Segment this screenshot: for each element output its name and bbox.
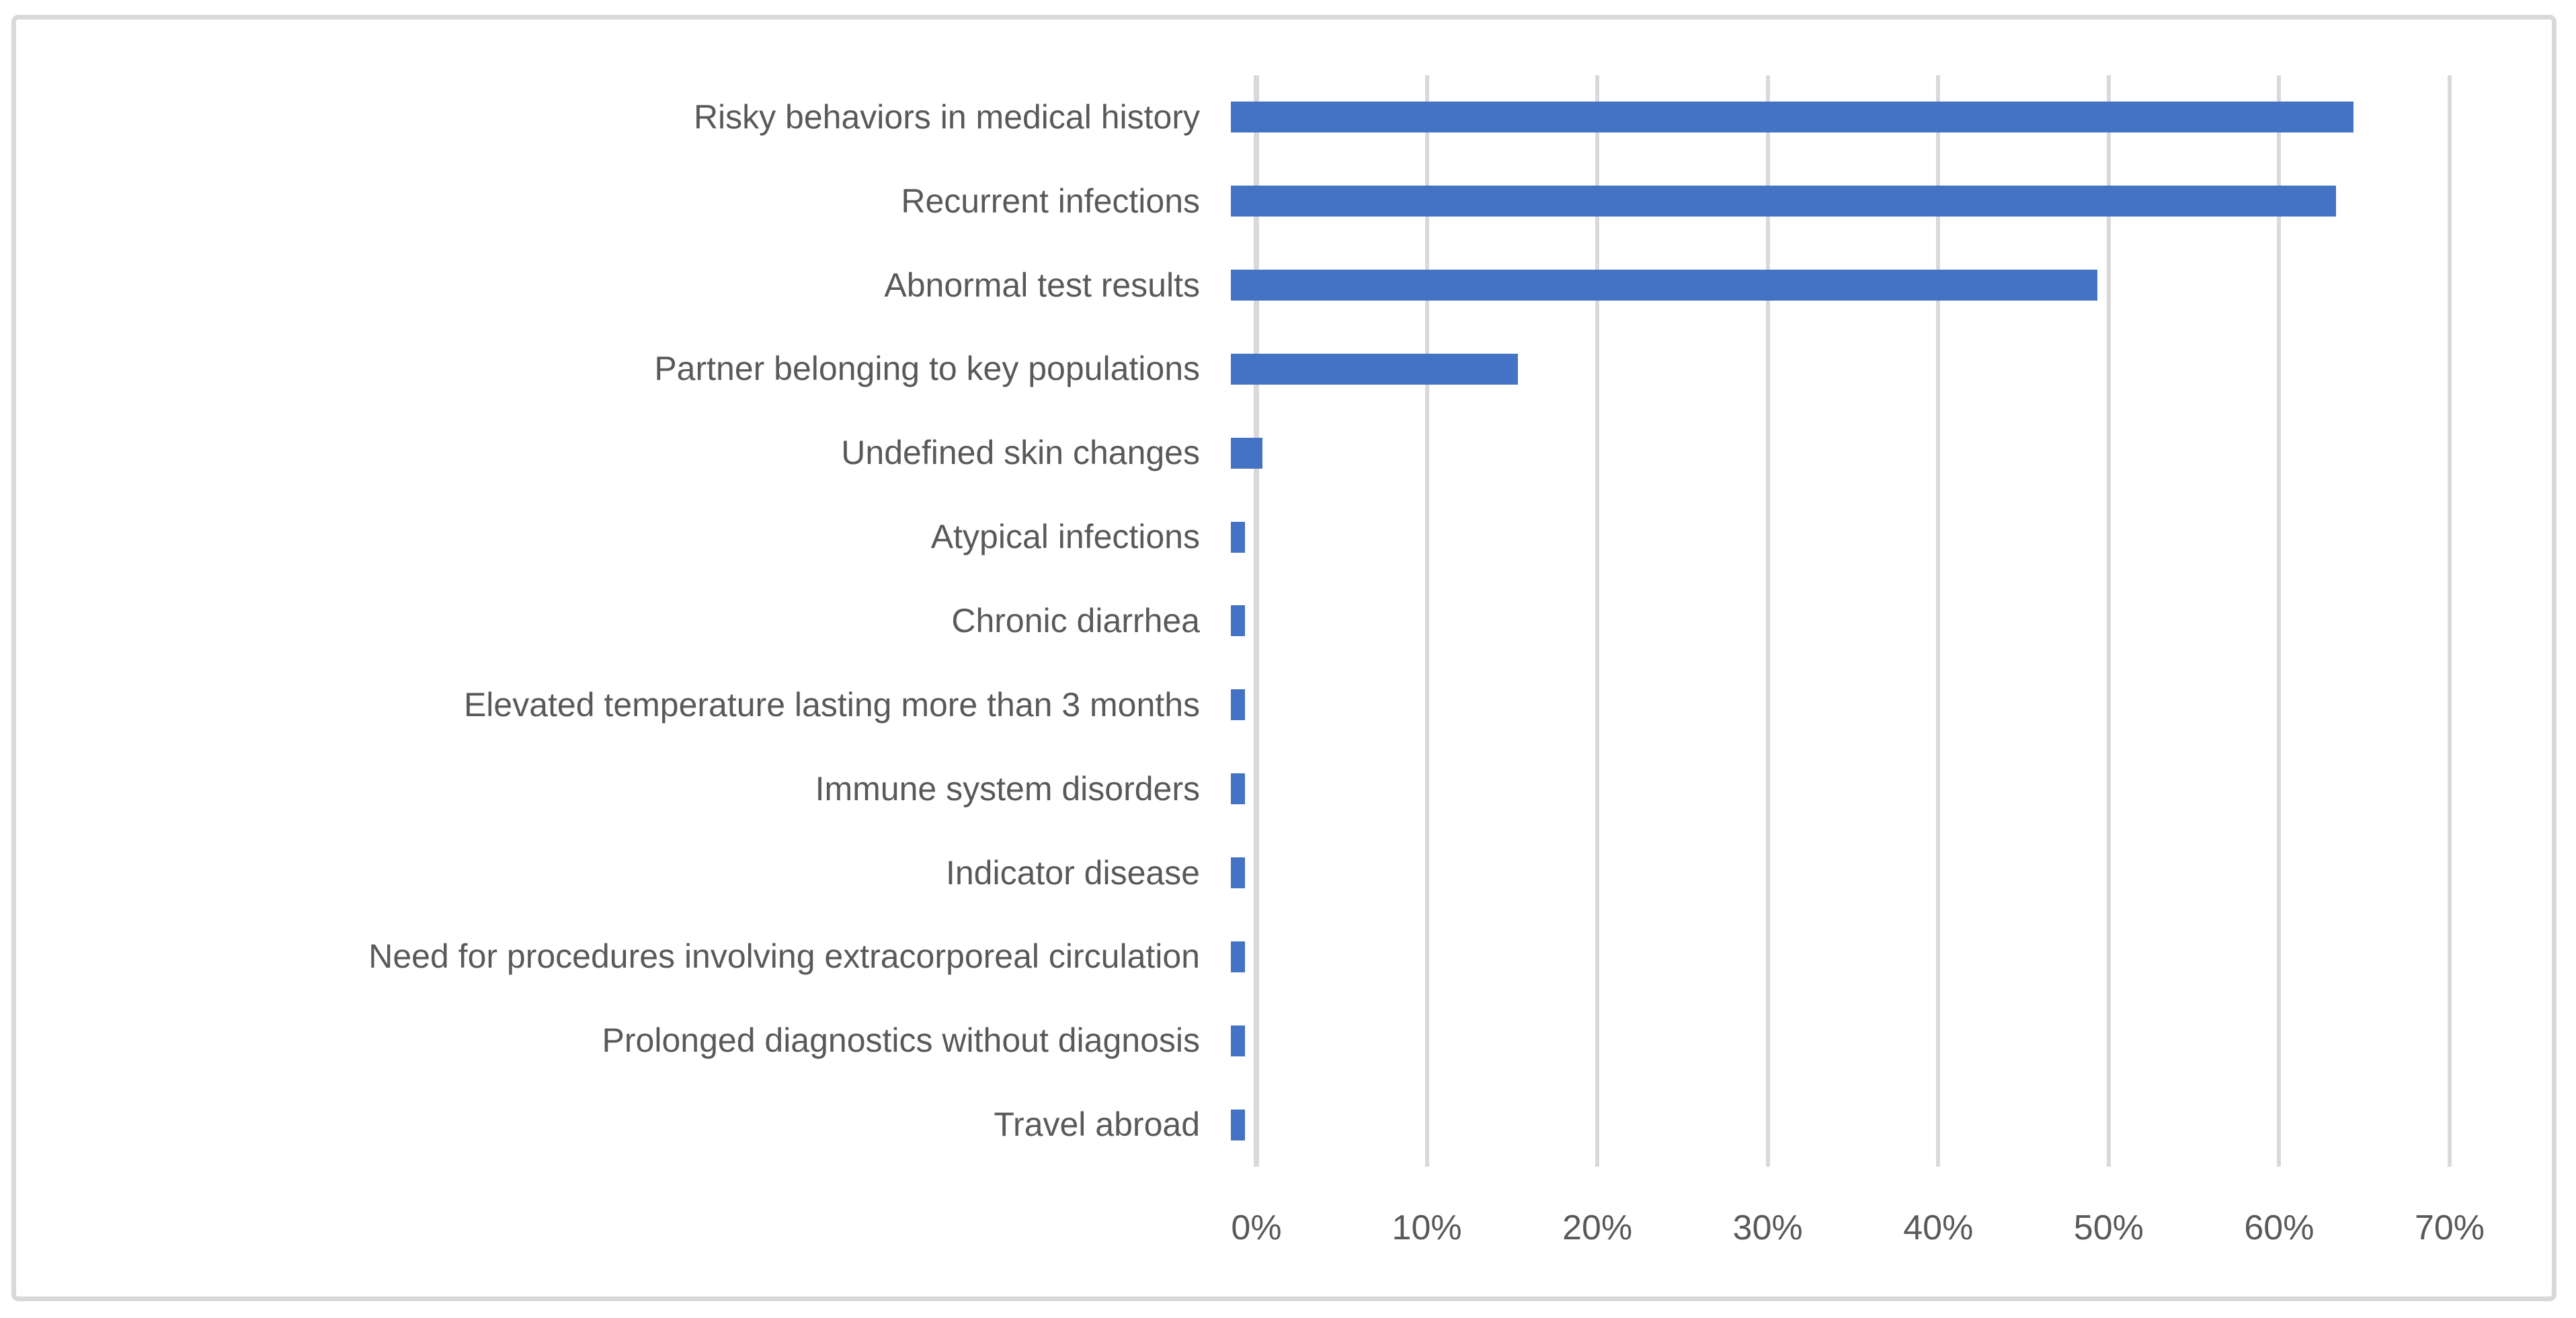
bar-track: [1228, 521, 2576, 553]
bar-row: Risky behaviors in medical history: [0, 75, 2576, 159]
bar: [1231, 773, 1246, 805]
bar-track: [1228, 102, 2576, 133]
x-tick-label: 20%: [1562, 1208, 1633, 1247]
bar-row: Partner belonging to key populations: [0, 327, 2576, 412]
bar-row: Undefined skin changes: [0, 411, 2576, 495]
bar-track: [1228, 1025, 2576, 1056]
category-label: Partner belonging to key populations: [654, 350, 1200, 388]
bar-row: Recurrent infections: [0, 159, 2576, 243]
category-label: Travel abroad: [994, 1106, 1200, 1144]
category-label: Prolonged diagnostics without diagnosis: [602, 1021, 1200, 1060]
gridline: [2277, 75, 2282, 1167]
bar: [1231, 689, 1246, 721]
bar: [1231, 437, 1262, 469]
x-tick-label: 60%: [2244, 1208, 2315, 1247]
category-label: Elevated temperature lasting more than 3…: [463, 685, 1200, 724]
bar-track: [1228, 605, 2576, 637]
bar: [1231, 521, 1246, 553]
category-label: Risky behaviors in medical history: [693, 98, 1200, 136]
bar-row: Chronic diarrhea: [0, 579, 2576, 663]
category-label: Need for procedures involving extracorpo…: [368, 937, 1200, 976]
x-tick-label: 30%: [1732, 1208, 1803, 1247]
chart-frame: [11, 15, 2557, 1301]
bar-row: Atypical infections: [0, 495, 2576, 579]
category-label: Undefined skin changes: [841, 434, 1200, 472]
bar-row: Travel abroad: [0, 1083, 2576, 1167]
bar-track: [1228, 857, 2576, 889]
bar-rows: Risky behaviors in medical history Recurr…: [0, 75, 2576, 1167]
category-label: Abnormal test results: [884, 266, 1200, 304]
gridline: [2106, 75, 2111, 1167]
bar: [1231, 270, 2098, 301]
bar-row: Indicator disease: [0, 831, 2576, 915]
bar-row: Abnormal test results: [0, 243, 2576, 327]
bar-track: [1228, 773, 2576, 805]
x-axis: 0% 10% 20% 30% 40% 50% 60% 70%: [1231, 1208, 2485, 1262]
bar-track: [1228, 437, 2576, 469]
x-tick-label: 50%: [2073, 1208, 2144, 1247]
category-label: Atypical infections: [930, 518, 1200, 556]
bar-track: [1228, 941, 2576, 972]
gridline: [1765, 75, 1770, 1167]
gridline: [2448, 75, 2452, 1167]
gridline: [1936, 75, 1941, 1167]
x-tick-label: 10%: [1392, 1208, 1462, 1247]
x-tick-label: 70%: [2414, 1208, 2485, 1247]
bar: [1231, 857, 1246, 889]
category-label: Indicator disease: [945, 853, 1200, 892]
bar-track: [1228, 689, 2576, 721]
category-label: Immune system disorders: [815, 769, 1200, 808]
bar-row: Prolonged diagnostics without diagnosis: [0, 999, 2576, 1083]
bar-track: [1228, 186, 2576, 217]
category-label: Recurrent infections: [901, 182, 1200, 220]
gridline: [1424, 75, 1429, 1167]
bar-row: Elevated temperature lasting more than 3…: [0, 663, 2576, 747]
bar-track: [1228, 353, 2576, 385]
bar: [1231, 186, 2337, 217]
bar-track: [1228, 270, 2576, 301]
bar-row: Need for procedures involving extracorpo…: [0, 915, 2576, 999]
bar: [1231, 1025, 1246, 1056]
bar: [1231, 1109, 1246, 1140]
x-tick-label: 0%: [1231, 1208, 1282, 1247]
bar: [1231, 941, 1246, 972]
bar-row: Immune system disorders: [0, 747, 2576, 831]
bar: [1231, 605, 1246, 637]
plot-area: [1254, 75, 2452, 1167]
y-axis-line: [1254, 75, 1259, 1167]
bar: [1231, 353, 1519, 385]
bar-track: [1228, 1109, 2576, 1140]
x-tick-label: 40%: [1903, 1208, 1974, 1247]
bar: [1231, 102, 2353, 133]
category-label: Chronic diarrhea: [951, 601, 1200, 639]
gridline: [1595, 75, 1600, 1167]
